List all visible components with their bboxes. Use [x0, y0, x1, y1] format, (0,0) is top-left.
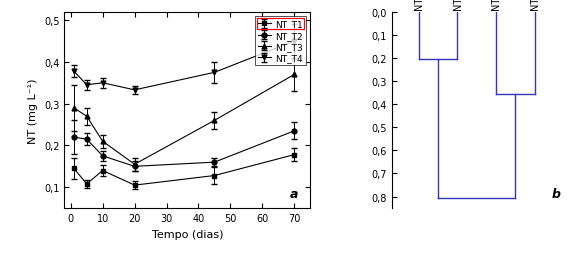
Y-axis label: NT (mg L⁻¹): NT (mg L⁻¹) — [29, 78, 39, 143]
Text: a: a — [290, 187, 298, 200]
X-axis label: Tempo (dias): Tempo (dias) — [152, 229, 223, 239]
Legend: NT_T1, NT_T2, NT_T3, NT_T4: NT_T1, NT_T2, NT_T3, NT_T4 — [254, 17, 306, 66]
Text: b: b — [552, 187, 560, 200]
